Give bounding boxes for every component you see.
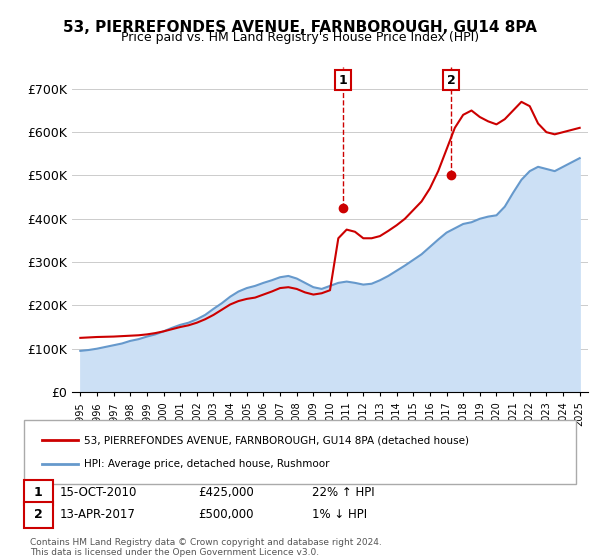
- Text: 1: 1: [34, 486, 43, 499]
- Text: 2: 2: [447, 74, 455, 87]
- Text: 1% ↓ HPI: 1% ↓ HPI: [312, 508, 367, 521]
- Text: £500,000: £500,000: [198, 508, 254, 521]
- Text: 15-OCT-2010: 15-OCT-2010: [60, 486, 137, 499]
- Text: Price paid vs. HM Land Registry's House Price Index (HPI): Price paid vs. HM Land Registry's House …: [121, 31, 479, 44]
- Text: 1: 1: [339, 74, 347, 87]
- Text: £425,000: £425,000: [198, 486, 254, 499]
- Text: 22% ↑ HPI: 22% ↑ HPI: [312, 486, 374, 499]
- Text: 53, PIERREFONDES AVENUE, FARNBOROUGH, GU14 8PA (detached house): 53, PIERREFONDES AVENUE, FARNBOROUGH, GU…: [84, 436, 469, 446]
- Text: Contains HM Land Registry data © Crown copyright and database right 2024.
This d: Contains HM Land Registry data © Crown c…: [30, 538, 382, 557]
- Text: HPI: Average price, detached house, Rushmoor: HPI: Average price, detached house, Rush…: [84, 459, 329, 469]
- Text: 13-APR-2017: 13-APR-2017: [60, 508, 136, 521]
- Text: 53, PIERREFONDES AVENUE, FARNBOROUGH, GU14 8PA: 53, PIERREFONDES AVENUE, FARNBOROUGH, GU…: [63, 20, 537, 35]
- Text: 2: 2: [34, 508, 43, 521]
